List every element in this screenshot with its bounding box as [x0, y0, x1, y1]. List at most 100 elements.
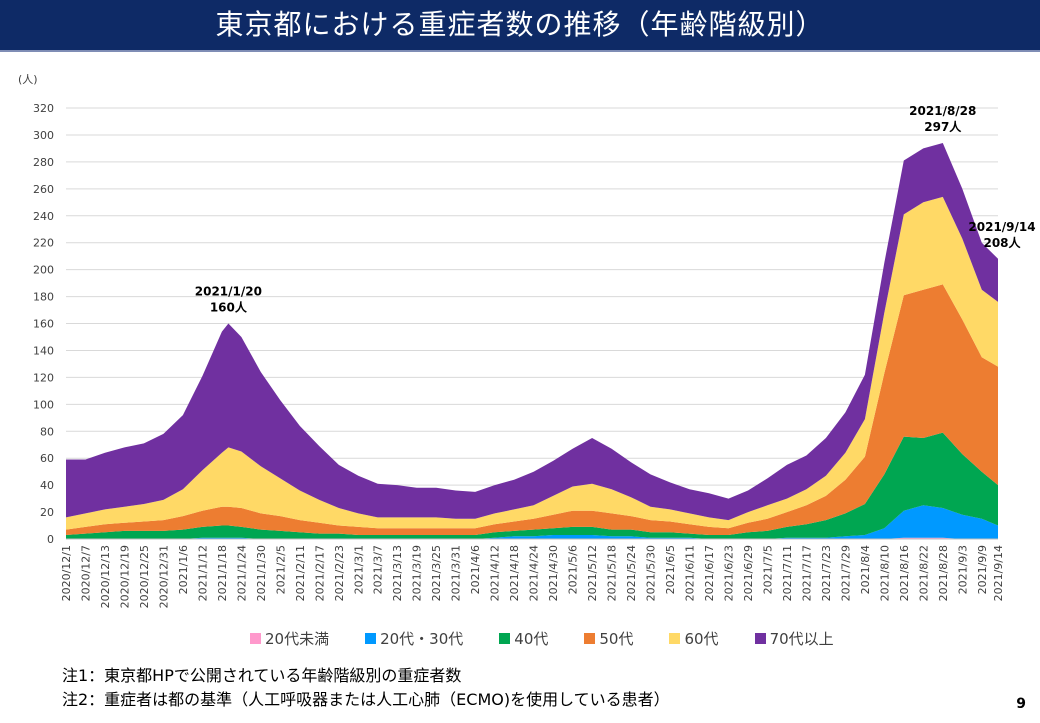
x-tick-label: 2021/7/5 [761, 545, 774, 594]
y-tick-label: 180 [33, 291, 54, 304]
y-tick-label: 300 [33, 129, 54, 142]
legend-swatch [669, 632, 681, 644]
annotation-value: 160人 [210, 300, 248, 315]
legend-label: 60代 [684, 629, 719, 648]
legend-label: 70代以上 [769, 629, 834, 648]
x-tick-label: 2020/12/7 [79, 545, 92, 601]
x-tick-label: 2021/1/30 [255, 545, 268, 601]
x-tick-label: 2021/7/29 [839, 545, 852, 601]
x-tick-label: 2021/4/12 [489, 545, 502, 601]
legend-swatch [584, 632, 596, 644]
x-tick-label: 2021/4/30 [547, 545, 560, 601]
x-tick-label: 2021/2/11 [294, 545, 307, 601]
x-tick-label: 2021/3/19 [411, 545, 424, 601]
x-tick-label: 2021/4/6 [469, 545, 482, 594]
annotation-value: 208人 [983, 235, 1021, 250]
x-tick-label: 2021/5/24 [625, 545, 638, 601]
x-tick-label: 2021/2/5 [274, 545, 287, 594]
x-tick-label: 2021/9/14 [992, 545, 1005, 601]
x-tick-label: 2021/5/30 [645, 545, 658, 601]
x-tick-label: 2021/2/23 [333, 545, 346, 601]
x-tick-label: 2021/7/17 [800, 545, 813, 601]
x-tick-label: 2021/5/18 [606, 545, 619, 601]
legend-label: 20代未満 [265, 629, 330, 648]
x-tick-label: 2021/5/6 [567, 545, 580, 594]
x-tick-label: 2021/2/17 [313, 545, 326, 601]
stacked-area-chart: 0 20 40 60 80 100 120 140 160 180 200 220 240 260 280 3… [18, 73, 1036, 608]
y-tick-label: 80 [40, 425, 54, 438]
y-tick-label: 160 [33, 318, 54, 331]
x-tick-label: 2021/3/1 [352, 545, 365, 594]
x-tick-label: 2020/12/1 [60, 545, 73, 601]
x-tick-label: 2020/12/25 [138, 545, 151, 608]
x-tick-label: 2021/8/22 [917, 545, 930, 601]
legend-swatch [499, 632, 511, 644]
x-tick-label: 2021/4/18 [508, 545, 521, 601]
legend-swatch [754, 632, 766, 644]
y-tick-label: 280 [33, 156, 54, 169]
legend-label: 50代 [599, 629, 634, 648]
x-tick-label: 2021/3/25 [430, 545, 443, 601]
legend-item: 40代 [499, 626, 548, 650]
x-tick-label: 2020/12/31 [157, 545, 170, 608]
y-tick-label: 120 [33, 371, 54, 384]
legend-item: 70代以上 [754, 626, 834, 650]
x-tick-label: 2021/6/17 [703, 545, 716, 601]
x-tick-label: 2020/12/19 [118, 545, 131, 608]
annotation-date: 2021/8/28 [909, 104, 976, 118]
y-tick-label: 140 [33, 344, 54, 357]
x-tick-label: 2021/5/12 [586, 545, 599, 601]
page-title: 東京都における重症者数の推移（年齢階級別） [0, 0, 1040, 52]
legend-label: 20代・30代 [380, 629, 464, 648]
y-tick-label: 20 [40, 506, 54, 519]
x-tick-label: 2021/8/16 [898, 545, 911, 601]
legend-item: 20代・30代 [365, 626, 463, 650]
notes: 注1：東京都HPで公開されている年齢階級別の重症者数 注2：重症者は都の基準（人… [62, 664, 670, 712]
note-1: 注1：東京都HPで公開されている年齢階級別の重症者数 [62, 666, 462, 685]
x-tick-label: 2021/1/18 [216, 545, 229, 601]
area-series-1 [66, 505, 998, 539]
legend-swatch [250, 632, 261, 644]
y-tick-label: 100 [33, 398, 54, 411]
x-tick-label: 2021/8/4 [859, 545, 872, 594]
area-series-4 [66, 196, 998, 530]
x-tick-label: 2021/6/5 [664, 545, 677, 594]
chart-legend: 20代未満 20代・30代 40代 50代 60代 70代以上 [250, 626, 950, 650]
x-tick-label: 2021/9/9 [976, 545, 989, 594]
x-tick-label: 2021/7/11 [781, 545, 794, 601]
y-tick-label: 40 [40, 479, 54, 492]
legend-swatch [365, 632, 377, 644]
x-tick-label: 2021/4/24 [528, 545, 541, 601]
annotation-date: 2021/1/20 [195, 285, 262, 299]
x-tick-label: 2020/12/13 [99, 545, 112, 608]
x-tick-label: 2021/1/12 [196, 545, 209, 601]
x-tick-label: 2021/3/7 [372, 545, 385, 594]
legend-item: 60代 [669, 626, 719, 650]
x-tick-label: 2021/3/13 [391, 545, 404, 601]
annotation-date: 2021/9/14 [968, 220, 1035, 234]
y-tick-label: 240 [33, 210, 54, 223]
area-series-3 [66, 284, 998, 535]
legend-item: 50代 [584, 626, 633, 650]
y-tick-label: 260 [33, 183, 54, 196]
page-number: 9 [1016, 696, 1026, 712]
annotation-value: 297人 [924, 119, 962, 134]
x-tick-label: 2021/6/23 [722, 545, 735, 601]
legend-label: 40代 [514, 629, 549, 648]
y-tick-label: 220 [33, 237, 54, 250]
note-2: 注2：重症者は都の基準（人工呼吸器または人工心肺（ECMO)を使用している患者） [62, 690, 670, 709]
y-tick-label: 320 [33, 102, 54, 115]
y-tick-label: 0 [47, 533, 54, 546]
x-tick-label: 2021/1/24 [235, 545, 248, 601]
x-tick-label: 2021/9/3 [956, 545, 969, 594]
x-tick-label: 2021/8/28 [937, 545, 950, 601]
area-series-5 [66, 143, 998, 521]
y-tick-label: 200 [33, 264, 54, 277]
x-tick-label: 2021/6/29 [742, 545, 755, 601]
y-axis-label: (人) [18, 73, 38, 86]
y-tick-label: 60 [40, 452, 54, 465]
x-tick-label: 2021/7/23 [820, 545, 833, 601]
area-series-2 [66, 432, 998, 539]
x-tick-label: 2021/3/31 [450, 545, 463, 601]
x-tick-label: 2021/8/10 [878, 545, 891, 601]
